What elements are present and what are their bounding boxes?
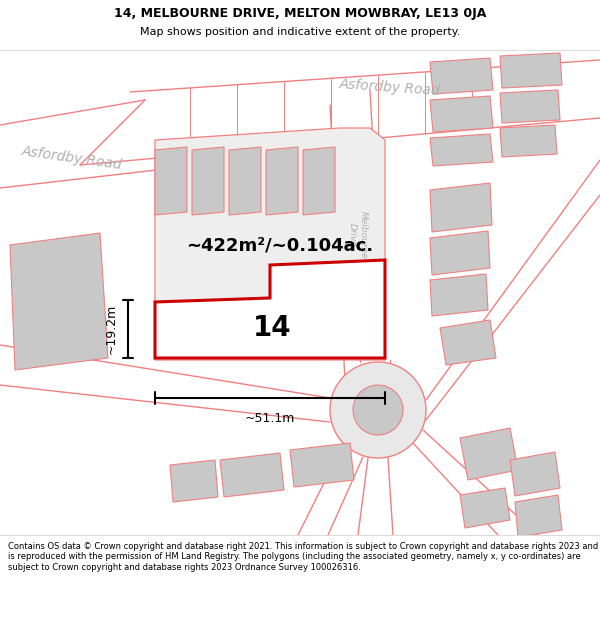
Polygon shape <box>430 96 493 132</box>
Polygon shape <box>290 443 354 487</box>
Text: ~51.1m: ~51.1m <box>245 412 295 425</box>
Text: Contains OS data © Crown copyright and database right 2021. This information is : Contains OS data © Crown copyright and d… <box>8 542 598 572</box>
Polygon shape <box>460 488 510 528</box>
Polygon shape <box>170 460 218 502</box>
Circle shape <box>330 362 426 458</box>
Polygon shape <box>229 147 261 215</box>
Polygon shape <box>440 320 496 365</box>
Text: Asfordby Road: Asfordby Road <box>21 144 123 172</box>
Polygon shape <box>500 53 562 88</box>
Polygon shape <box>303 147 335 215</box>
Polygon shape <box>510 452 560 496</box>
Polygon shape <box>155 260 385 358</box>
Polygon shape <box>500 125 557 157</box>
Polygon shape <box>155 128 385 360</box>
Polygon shape <box>430 231 490 275</box>
Text: Map shows position and indicative extent of the property.: Map shows position and indicative extent… <box>140 27 460 37</box>
Circle shape <box>353 385 403 435</box>
Polygon shape <box>430 274 488 316</box>
Polygon shape <box>192 147 224 215</box>
Text: 14: 14 <box>253 314 292 342</box>
Text: Melbourne
Drive: Melbourne Drive <box>348 211 368 259</box>
Polygon shape <box>155 147 187 215</box>
Polygon shape <box>430 134 493 166</box>
Text: 14, MELBOURNE DRIVE, MELTON MOWBRAY, LE13 0JA: 14, MELBOURNE DRIVE, MELTON MOWBRAY, LE1… <box>114 8 486 21</box>
Text: ~19.2m: ~19.2m <box>105 304 118 354</box>
Text: Asfordby Road: Asfordby Road <box>339 78 441 99</box>
Polygon shape <box>430 183 492 232</box>
Polygon shape <box>515 495 562 537</box>
Polygon shape <box>266 147 298 215</box>
Polygon shape <box>500 90 560 123</box>
Text: ~422m²/~0.104ac.: ~422m²/~0.104ac. <box>187 236 374 254</box>
Polygon shape <box>10 233 108 370</box>
Polygon shape <box>460 428 518 480</box>
Polygon shape <box>220 453 284 497</box>
Polygon shape <box>430 58 493 94</box>
